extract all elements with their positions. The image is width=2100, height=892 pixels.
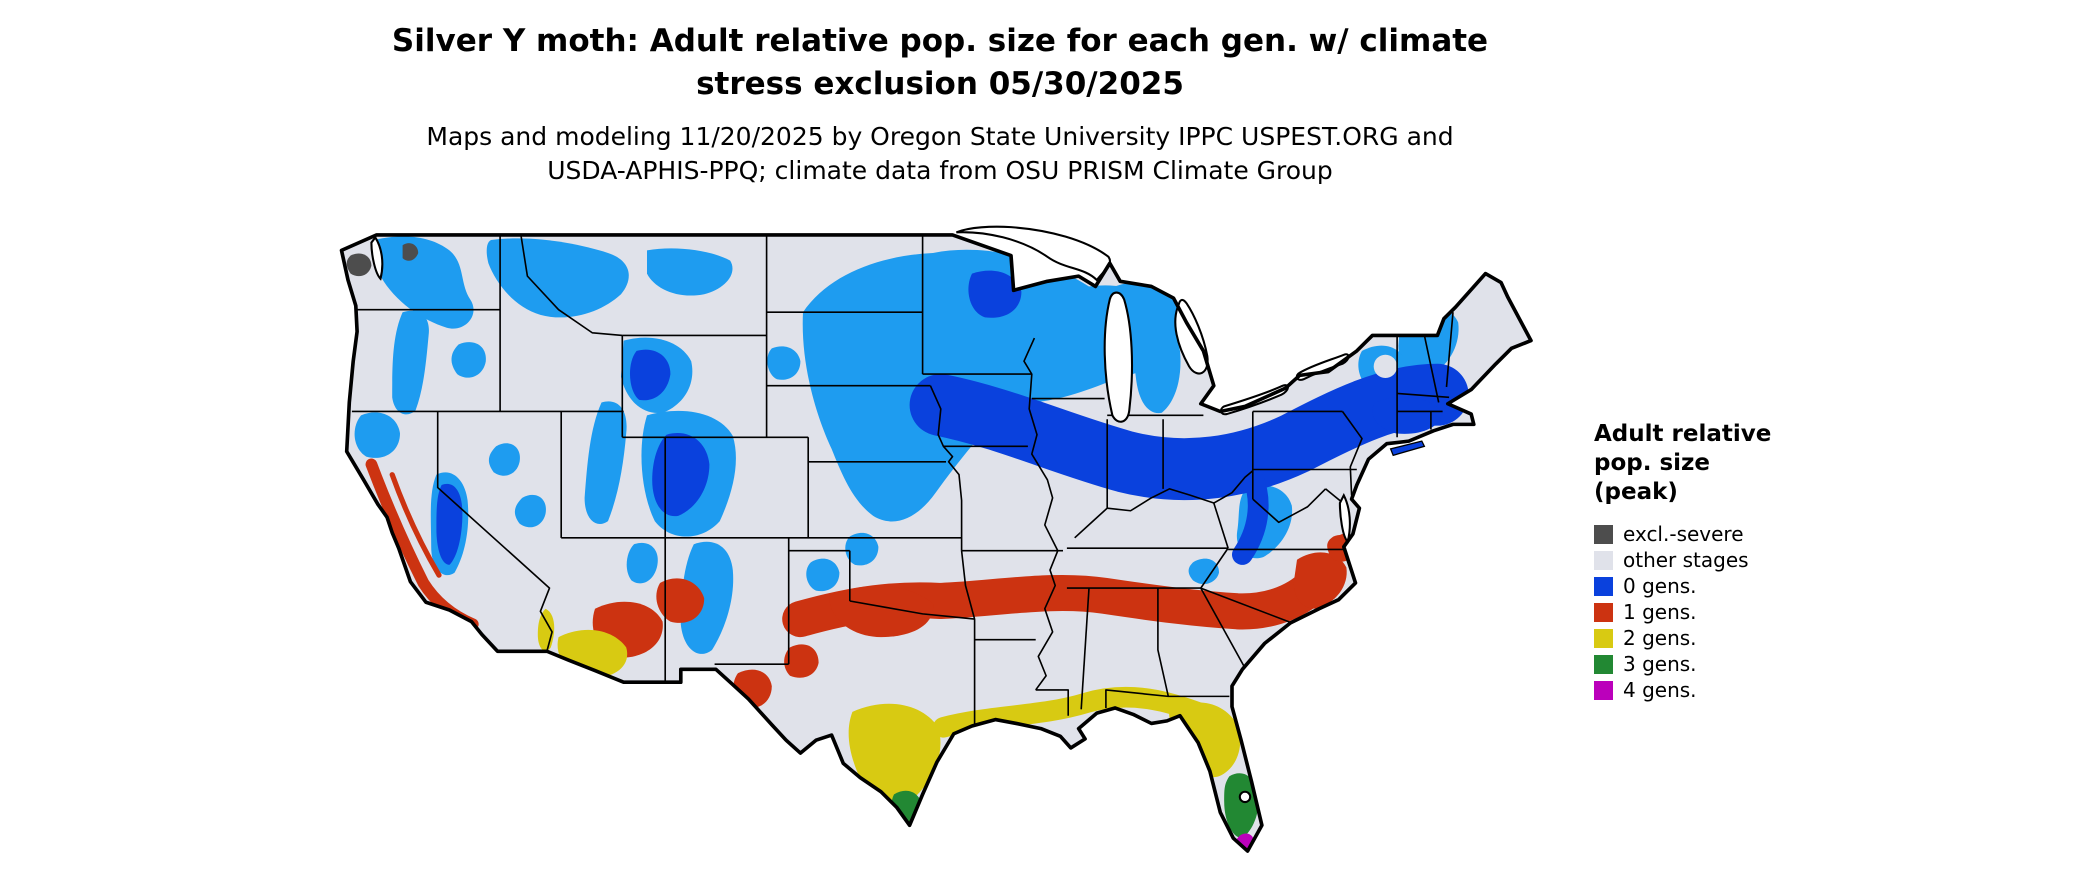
long-island (1389, 440, 1426, 457)
map-title-line-2: stress exclusion 05/30/2025 (696, 66, 1184, 103)
map-subtitle: Maps and modeling 11/20/2025 by Oregon S… (300, 120, 1580, 188)
map-subtitle-line-2: USDA-APHIS-PPQ; climate data from OSU PR… (547, 155, 1333, 185)
legend-item-label: 3 gens. (1623, 652, 1697, 677)
adirondacks-gray-patch (1373, 354, 1398, 378)
legend-item: other stages (1594, 547, 1824, 573)
legend-swatch (1594, 680, 1613, 700)
legend-swatch (1594, 654, 1613, 674)
region-1-gens (365, 458, 1355, 709)
legend-item: 3 gens. (1594, 651, 1824, 677)
legend-item: 2 gens. (1594, 625, 1824, 651)
legend-item-label: 2 gens. (1623, 626, 1697, 651)
legend-item-label: 4 gens. (1623, 678, 1697, 703)
legend-item-label: excl.-severe (1623, 522, 1744, 547)
legend-title-line-2: pop. size (1594, 449, 1711, 476)
state-borders-layer (351, 234, 1454, 725)
legend-item-label: other stages (1623, 548, 1749, 573)
legend-item-label: 1 gens. (1623, 600, 1697, 625)
legend-items: excl.-severe other stages 0 gens. 1 gens… (1594, 521, 1824, 703)
legend-item: 4 gens. (1594, 677, 1824, 703)
us-outline (339, 233, 1533, 853)
lake-michigan (1103, 291, 1134, 423)
legend-swatch (1594, 576, 1613, 596)
region-excl-severe (346, 243, 419, 277)
region-3-gens (891, 773, 1259, 839)
map-title-line-1: Silver Y moth: Adult relative pop. size … (391, 23, 1489, 59)
us-map (335, 222, 1557, 882)
legend-item-label: 0 gens. (1623, 574, 1697, 599)
puget-sound (370, 235, 384, 281)
legend-swatch (1594, 550, 1613, 570)
generation-regions (346, 234, 1469, 852)
legend-item: 0 gens. (1594, 573, 1824, 599)
us-map-svg (339, 225, 1533, 853)
legend-swatch (1594, 524, 1613, 544)
legend-item: excl.-severe (1594, 521, 1824, 547)
lake-okeechobee (1238, 790, 1252, 804)
legend-title-line-1: Adult relative (1594, 421, 1772, 447)
legend-item: 1 gens. (1594, 599, 1824, 625)
legend-title-line-3: (peak) (1594, 478, 1678, 505)
legend-title: Adult relative pop. size (peak) (1594, 420, 1824, 506)
region-2-gens (537, 608, 1241, 804)
legend-swatch (1594, 628, 1613, 648)
legend-swatch (1594, 602, 1613, 622)
region-0-gens (436, 270, 1469, 852)
map-subtitle-line-1: Maps and modeling 11/20/2025 by Oregon S… (426, 122, 1454, 151)
page-title: Silver Y moth: Adult relative pop. size … (300, 20, 1580, 107)
legend: Adult relative pop. size (peak) excl.-se… (1594, 420, 1824, 703)
region-0-gens-light (354, 236, 1459, 654)
